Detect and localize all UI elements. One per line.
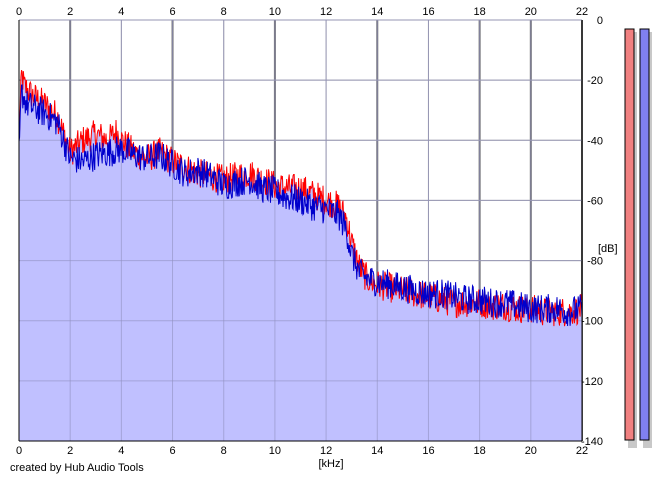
- x-tick-label-top: 0: [16, 6, 22, 18]
- x-tick-label-top: 4: [118, 6, 124, 18]
- x-tick-label-top: 6: [169, 6, 175, 18]
- x-tick-label-bottom: 10: [269, 445, 281, 457]
- x-tick-label-top: 22: [576, 6, 588, 18]
- x-tick-label-bottom: 18: [474, 445, 486, 457]
- y-tick-label: -80: [587, 256, 603, 268]
- x-tick-label-bottom: 14: [371, 445, 383, 457]
- x-tick-label-bottom: 12: [320, 445, 332, 457]
- right-channel-line: [18, 84, 583, 327]
- x-tick-label-top: 18: [474, 6, 486, 18]
- x-tick-label-bottom: 4: [118, 445, 124, 457]
- x-tick-label-bottom: 2: [67, 445, 73, 457]
- y-tick-label: -20: [587, 75, 603, 87]
- y-tick-label: -100: [581, 316, 603, 328]
- y-tick-label: -60: [587, 195, 603, 207]
- x-tick-label-top: 12: [320, 6, 332, 18]
- x-tick-label-bottom: 8: [221, 445, 227, 457]
- x-tick-label-top: 16: [422, 6, 434, 18]
- y-tick-label: -140: [581, 436, 603, 448]
- x-tick-label-top: 8: [221, 6, 227, 18]
- x-tick-label-top: 10: [269, 6, 281, 18]
- y-axis-label: [dB]: [598, 243, 618, 255]
- x-tick-label-bottom: 20: [525, 445, 537, 457]
- x-tick-label-bottom: 22: [576, 445, 588, 457]
- y-tick-label: 0: [597, 15, 603, 27]
- x-tick-label-bottom: 16: [422, 445, 434, 457]
- left-level-meter: [624, 28, 635, 441]
- x-tick-label-top: 20: [525, 6, 537, 18]
- y-tick-label: -40: [587, 135, 603, 147]
- y-tick-label: -120: [581, 376, 603, 388]
- x-axis-label: [kHz]: [318, 458, 343, 470]
- right-level-meter: [639, 28, 650, 441]
- credit-text: created by Hub Audio Tools: [10, 462, 144, 474]
- spectrum-fill-area: [19, 70, 582, 441]
- x-tick-label-top: 2: [67, 6, 73, 18]
- x-tick-label-top: 14: [371, 6, 383, 18]
- x-tick-label-bottom: 6: [169, 445, 175, 457]
- x-tick-label-bottom: 0: [16, 445, 22, 457]
